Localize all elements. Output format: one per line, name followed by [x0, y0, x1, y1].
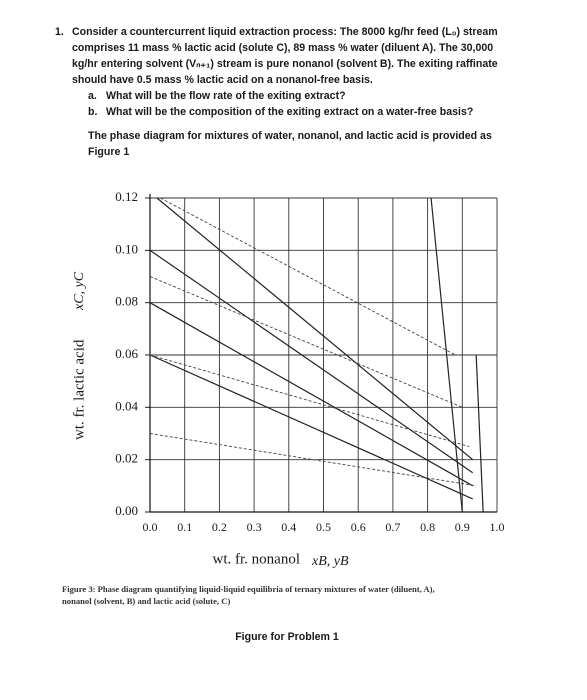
data-line: [149, 302, 474, 487]
note-line: The phase diagram for mixtures of water,…: [88, 130, 492, 142]
caption-line: Figure 3: Phase diagram quantifying liqu…: [62, 584, 435, 594]
question-label: b.: [88, 106, 97, 118]
caption-line: nonanol (solvent, B) and lactic acid (so…: [62, 596, 230, 606]
note-line: Figure 1: [88, 146, 129, 158]
x-tick-label: 1.0: [490, 520, 505, 534]
data-line: [149, 276, 463, 408]
problem-line: Consider a countercurrent liquid extract…: [72, 26, 498, 38]
x-tick-label: 0.2: [212, 520, 227, 534]
y-axis-symbol: xC, yC: [72, 271, 87, 311]
y-tick-label: 0.10: [115, 241, 138, 256]
x-tick-label: 0.1: [177, 520, 192, 534]
x-tick-label: 0.6: [351, 520, 366, 534]
data-line: [156, 197, 474, 461]
y-tick-label: 0.12: [115, 189, 138, 204]
problem-line: kg/hr entering solvent (Vₙ₊₁) stream is …: [72, 58, 498, 70]
data-line: [149, 354, 470, 448]
question-text: What will be the composition of the exit…: [106, 106, 473, 118]
question-label: a.: [88, 90, 97, 102]
phase-diagram: 0.00 0.02 0.04 0.06 0.08 0.10 0.12 0.0 0.1 0.2 0.3…: [115, 189, 504, 534]
data-line: [430, 197, 463, 513]
x-axis-label: wt. fr. nonanol: [213, 551, 301, 567]
y-tick-label: 0.06: [115, 346, 138, 361]
x-tick-label: 0.0: [143, 520, 158, 534]
x-tick-label: 0.7: [385, 520, 400, 534]
x-tick-label: 0.5: [316, 520, 331, 534]
data-line: [149, 249, 474, 474]
y-tick-label: 0.02: [115, 451, 138, 466]
x-tick-label: 0.9: [455, 520, 470, 534]
x-tick-label: 0.4: [281, 520, 296, 534]
y-tick-label: 0.04: [115, 398, 138, 413]
problem-line: should have 0.5 mass % lactic acid on a …: [72, 74, 373, 86]
x-tick-label: 0.3: [247, 520, 262, 534]
figure-label: Figure for Problem 1: [235, 631, 339, 643]
y-tick-label: 0.00: [115, 503, 138, 518]
data-line: [149, 433, 477, 487]
y-tick-label: 0.08: [115, 294, 138, 309]
question-text: What will be the flow rate of the exitin…: [106, 90, 346, 102]
x-tick-label: 0.8: [420, 520, 435, 534]
data-line: [160, 197, 456, 356]
problem-number: 1.: [55, 26, 64, 38]
y-axis-label: wt. fr. lactic acid: [71, 339, 87, 440]
data-line: [149, 354, 473, 500]
problem-line: comprises 11 mass % lactic acid (solute …: [72, 42, 493, 54]
x-axis-symbol: xB, yB: [311, 554, 349, 569]
data-line: [475, 354, 484, 513]
